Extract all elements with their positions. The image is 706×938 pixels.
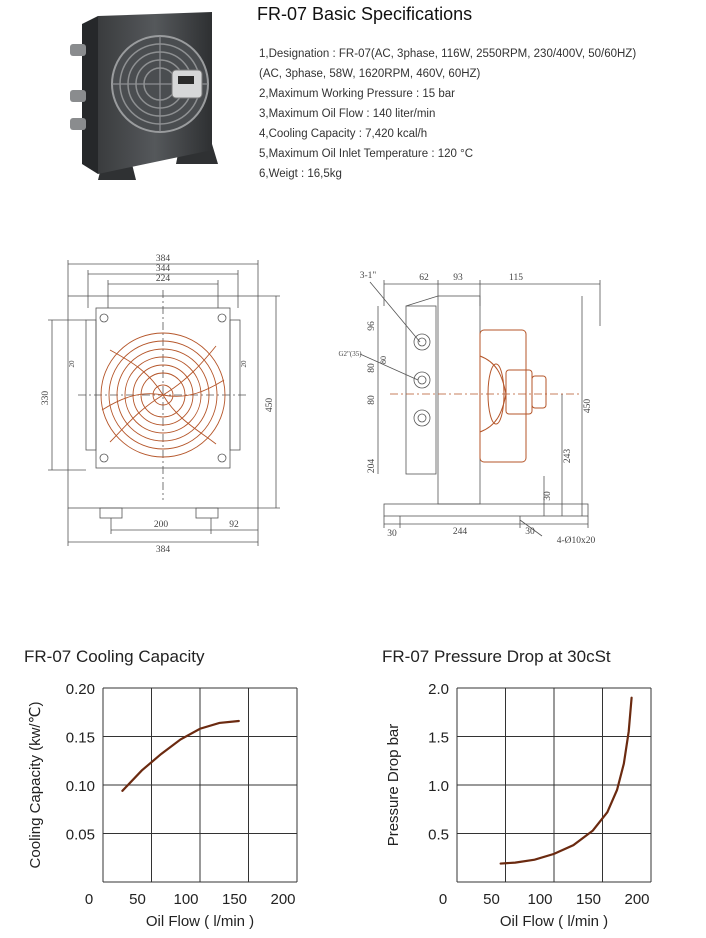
pressure-drop-chart: 2.0 1.5 1.0 0.5 0 50 100 150 200 Oil Flow ( l/min… bbox=[385, 681, 652, 930]
side-dim-115: 115 bbox=[509, 273, 523, 283]
spec-designation: 1,Designation : FR-07(AC, 3phase, 116W, … bbox=[259, 48, 637, 60]
chart-grid bbox=[456, 687, 652, 883]
side-dim-244: 244 bbox=[453, 527, 468, 537]
spec-weight: 6,Weigt : 16,5kg bbox=[259, 168, 342, 180]
x-axis-label: Oil Flow ( l/min ) bbox=[146, 913, 254, 930]
spec-list: 1,Designation : FR-07(AC, 3phase, 116W, … bbox=[259, 44, 636, 184]
spec-max-pressure: 2,Maximum Working Pressure : 15 bar bbox=[259, 88, 455, 100]
front-dim-offset-right: 20 bbox=[240, 360, 248, 368]
chart-title-pressure-drop: FR-07 Pressure Drop at 30cSt bbox=[382, 647, 611, 666]
x-tick-label: 100 bbox=[173, 891, 198, 908]
side-dim-hole-spec: 4-Ø10x20 bbox=[557, 536, 596, 546]
y-tick-label: 0.5 bbox=[428, 827, 449, 844]
y-tick-label: 0.20 bbox=[66, 681, 95, 698]
front-dim-offset-left: 20 bbox=[68, 360, 76, 368]
series-line bbox=[121, 719, 240, 792]
side-dim-30-left: 30 bbox=[387, 529, 397, 539]
x-tick-label: 200 bbox=[270, 891, 295, 908]
series-line bbox=[499, 696, 633, 865]
x-tick-label: 0 bbox=[85, 891, 93, 908]
y-tick-label: 2.0 bbox=[428, 681, 449, 698]
x-tick-label: 200 bbox=[624, 891, 649, 908]
side-dim-93: 93 bbox=[453, 273, 463, 283]
side-dim-96: 96 bbox=[367, 321, 377, 331]
front-dim-height-330: 330 bbox=[41, 391, 51, 406]
front-dim-feet-200: 200 bbox=[154, 520, 169, 530]
side-dim-inlet-label: 3-1" bbox=[360, 271, 377, 281]
side-dim-62: 62 bbox=[419, 273, 429, 283]
side-dim-450: 450 bbox=[583, 399, 593, 414]
front-dim-width-384: 384 bbox=[156, 254, 171, 264]
spec-title: FR-07 Basic Specifications bbox=[257, 4, 473, 24]
side-dim-30-right: 30 bbox=[543, 491, 553, 501]
side-dim-243: 243 bbox=[563, 449, 573, 464]
y-axis-label: Cooling Capacity (kw/℃) bbox=[27, 702, 44, 869]
x-tick-label: 50 bbox=[483, 891, 500, 908]
x-tick-label: 150 bbox=[222, 891, 247, 908]
side-dim-port-label: G2"(35) bbox=[338, 350, 362, 358]
x-tick-label: 150 bbox=[576, 891, 601, 908]
product-photo bbox=[70, 12, 218, 180]
x-axis-label: Oil Flow ( l/min ) bbox=[500, 913, 608, 930]
side-dim-80a: 80 bbox=[379, 356, 388, 364]
cooling-capacity-chart: 0.20 0.15 0.10 0.05 0 50 100 150 200 Oil Flow ( l… bbox=[27, 681, 298, 930]
y-tick-label: 1.5 bbox=[428, 730, 449, 747]
front-dim-width-224: 224 bbox=[156, 274, 171, 284]
side-dim-80b: 80 bbox=[367, 363, 377, 373]
front-dim-width-344: 344 bbox=[156, 264, 171, 274]
front-dim-bottom-384: 384 bbox=[156, 545, 171, 555]
y-tick-label: 0.10 bbox=[66, 778, 95, 795]
y-axis-label: Pressure Drop bar bbox=[385, 724, 402, 847]
front-dim-feet-92: 92 bbox=[229, 520, 239, 530]
side-dim-204: 204 bbox=[367, 459, 377, 474]
side-dim-30-bottom: 30 bbox=[525, 527, 535, 537]
chart-title-cooling-capacity: FR-07 Cooling Capacity bbox=[24, 647, 205, 666]
spec-max-oil-flow: 3,Maximum Oil Flow : 140 liter/min bbox=[259, 108, 436, 120]
x-tick-label: 0 bbox=[439, 891, 447, 908]
y-tick-label: 1.0 bbox=[428, 778, 449, 795]
spec-max-inlet-temp: 5,Maximum Oil Inlet Temperature : 120 °C bbox=[259, 148, 474, 160]
front-dim-height-450: 450 bbox=[265, 398, 275, 413]
spec-designation-alt: (AC, 3phase, 58W, 1620RPM, 460V, 60HZ) bbox=[259, 68, 481, 80]
y-tick-label: 0.15 bbox=[66, 730, 95, 747]
x-tick-label: 50 bbox=[129, 891, 146, 908]
side-view-drawing: 3-1" 62 93 115 96 G2"(35) 80 80 80 204 4… bbox=[338, 271, 601, 546]
front-view-drawing: 384 344 224 330 450 20 20 200 92 384 bbox=[41, 254, 280, 555]
x-tick-label: 100 bbox=[527, 891, 552, 908]
chart-grid bbox=[102, 687, 298, 883]
spec-cooling-capacity: 4,Cooling Capacity : 7,420 kcal/h bbox=[259, 128, 428, 140]
y-tick-label: 0.05 bbox=[66, 827, 95, 844]
side-dim-80c: 80 bbox=[367, 395, 377, 405]
